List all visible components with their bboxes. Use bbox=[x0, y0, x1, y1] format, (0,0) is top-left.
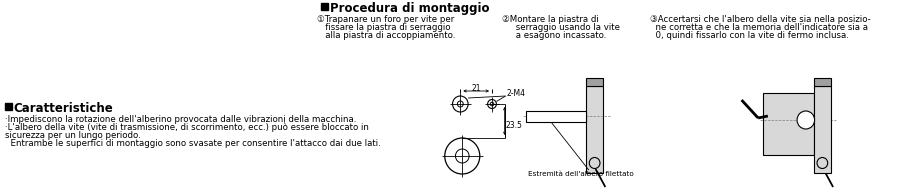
Text: ③Accertarsi che l'albero della vite sia nella posizio-: ③Accertarsi che l'albero della vite sia … bbox=[650, 15, 871, 24]
Text: ①Trapanare un foro per vite per: ①Trapanare un foro per vite per bbox=[317, 15, 455, 24]
Text: 2-M4: 2-M4 bbox=[507, 89, 526, 98]
Bar bbox=[813, 78, 831, 86]
Bar bbox=[5, 103, 12, 110]
Text: 0, quindi fissarlo con la vite di fermo inclusa.: 0, quindi fissarlo con la vite di fermo … bbox=[650, 31, 849, 40]
Text: serraggio usando la vite: serraggio usando la vite bbox=[502, 23, 620, 32]
Text: Caratteristiche: Caratteristiche bbox=[14, 102, 113, 115]
Circle shape bbox=[797, 111, 814, 129]
Text: Procedura di montaggio: Procedura di montaggio bbox=[330, 2, 489, 15]
Bar bbox=[321, 3, 328, 10]
Text: Entrambe le superfici di montaggio sono svasate per consentire l'attacco dai due: Entrambe le superfici di montaggio sono … bbox=[5, 139, 380, 148]
Bar bbox=[586, 78, 603, 86]
Text: ne corretta e che la memoria dell'indicatore sia a: ne corretta e che la memoria dell'indica… bbox=[650, 23, 869, 32]
Text: 21: 21 bbox=[472, 84, 481, 93]
Text: sicurezza per un lungo periodo.: sicurezza per un lungo periodo. bbox=[5, 131, 141, 140]
Text: 23.5: 23.5 bbox=[506, 120, 522, 130]
Bar bbox=[763, 93, 813, 155]
Text: ·L'albero della vite (vite di trasmissione, di scorrimento, ecc.) può essere blo: ·L'albero della vite (vite di trasmissio… bbox=[5, 123, 368, 133]
Bar bbox=[586, 86, 603, 173]
Text: ·Impediscono la rotazione dell'alberino provocata dalle vibrazioni della macchin: ·Impediscono la rotazione dell'alberino … bbox=[5, 115, 356, 124]
Text: fissare la piastra di serraggio: fissare la piastra di serraggio bbox=[317, 23, 450, 32]
Text: ②Montare la piastra di: ②Montare la piastra di bbox=[502, 15, 599, 24]
Bar bbox=[526, 111, 586, 121]
Text: alla piastra di accoppiamento.: alla piastra di accoppiamento. bbox=[317, 31, 456, 40]
Bar bbox=[813, 86, 831, 173]
Text: Estremità dell'albero filettato: Estremità dell'albero filettato bbox=[529, 171, 635, 177]
Text: a esagono incassato.: a esagono incassato. bbox=[502, 31, 607, 40]
